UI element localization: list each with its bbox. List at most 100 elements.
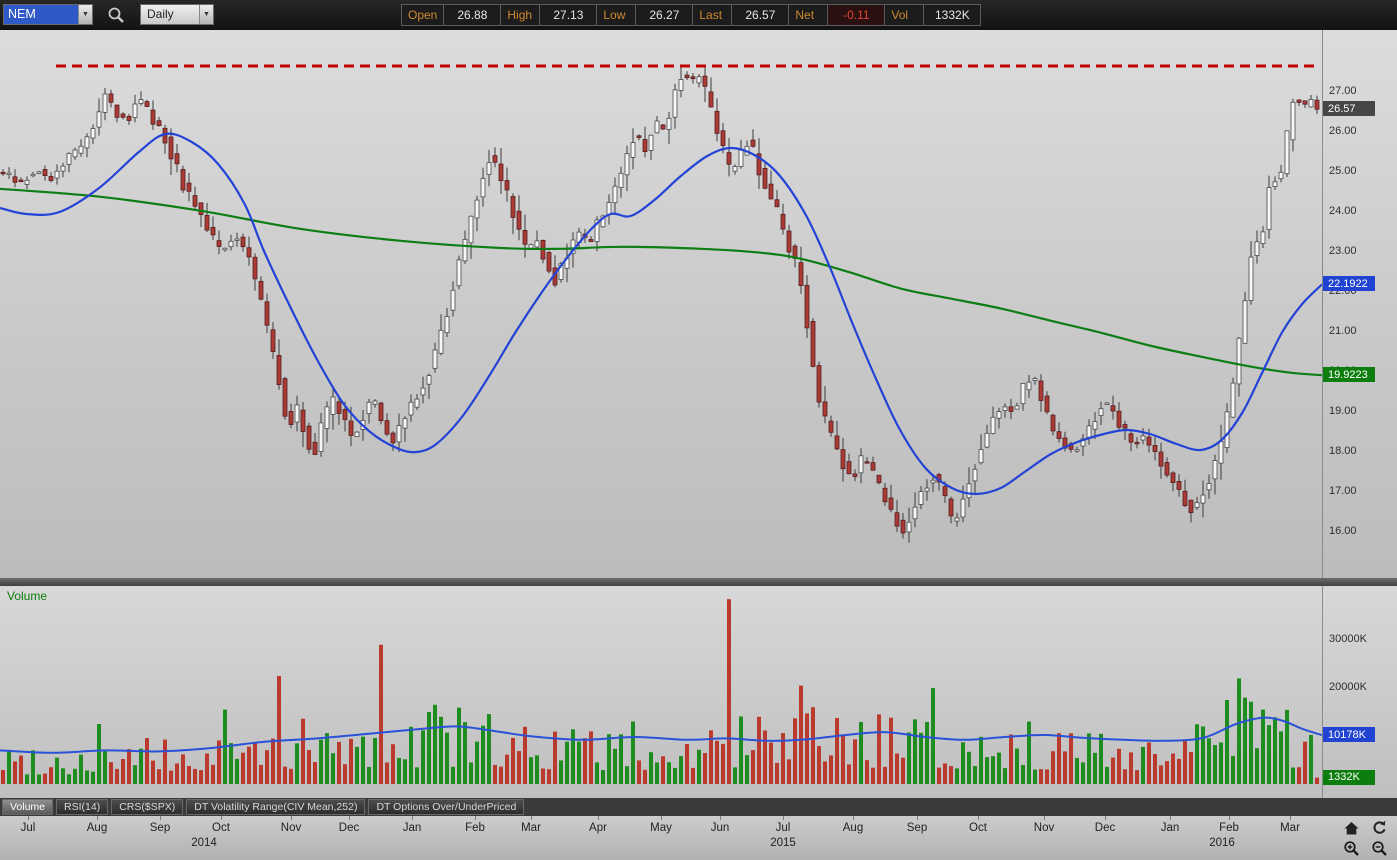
month-tick <box>853 816 854 820</box>
net-value: -0.11 <box>827 4 886 26</box>
month-label-mar: Mar <box>1280 822 1300 834</box>
timeframe-value: Daily <box>147 7 174 21</box>
month-tick <box>661 816 662 820</box>
vol-value: 1332K <box>923 4 982 26</box>
month-tick <box>412 816 413 820</box>
vol-label: Vol <box>884 4 925 26</box>
month-label-may: May <box>650 822 672 834</box>
symbol-dropdown-arrow-icon[interactable]: ▼ <box>78 5 92 24</box>
month-label-oct: Oct <box>969 822 987 834</box>
price-chart[interactable] <box>0 30 1322 578</box>
price-tick-19.00: 19.00 <box>1329 405 1357 417</box>
month-label-mar: Mar <box>521 822 541 834</box>
price-tick-23.00: 23.00 <box>1329 245 1357 257</box>
volume-tick-30000K: 30000K <box>1329 633 1367 645</box>
price-tag-22.1922: 22.1922 <box>1323 276 1375 292</box>
month-tick <box>221 816 222 820</box>
home-icon[interactable] <box>1343 820 1360 837</box>
open-value: 26.88 <box>443 4 502 26</box>
month-label-jul: Jul <box>20 822 36 834</box>
tab-dt-volatility-range-civ-mean-252[interactable]: DT Volatility Range(CIV Mean,252) <box>186 799 366 815</box>
zoom-out-icon[interactable] <box>1371 840 1388 857</box>
volume-pane[interactable]: Volume 30000K 20000K 10178K 1332K <box>0 586 1397 798</box>
price-tick-16.00: 16.00 <box>1329 525 1357 537</box>
month-label-sep: Sep <box>906 822 928 834</box>
price-axis[interactable]: 27.0026.0025.0024.0023.0022.0021.0020.00… <box>1322 30 1397 578</box>
month-label-dec: Dec <box>1094 822 1116 834</box>
month-label-oct: Oct <box>212 822 230 834</box>
open-label: Open <box>401 4 445 26</box>
tab-rsi-14[interactable]: RSI(14) <box>56 799 109 815</box>
month-label-aug: Aug <box>86 822 108 834</box>
zoom-in-icon[interactable] <box>1343 840 1360 857</box>
price-tick-26.00: 26.00 <box>1329 125 1357 137</box>
tab-volume[interactable]: Volume <box>2 799 54 815</box>
undo-icon[interactable] <box>1371 820 1388 837</box>
month-tick <box>349 816 350 820</box>
volume-tick-20000K: 20000K <box>1329 681 1367 693</box>
high-label: High <box>500 4 541 26</box>
price-tick-21.00: 21.00 <box>1329 325 1357 337</box>
price-tick-18.00: 18.00 <box>1329 445 1357 457</box>
net-label: Net <box>788 4 829 26</box>
month-tick <box>28 816 29 820</box>
time-axis[interactable]: Jul Aug Sep Oct Nov Dec Jan Feb Mar Apr May Jun Jul A… <box>0 816 1397 860</box>
month-label-feb: Feb <box>1219 822 1239 834</box>
tab-crs-spx[interactable]: CRS($SPX) <box>111 799 184 815</box>
indicator-tabs-bar: Volume RSI(14) CRS($SPX) DT Volatility Rang… <box>0 798 1397 816</box>
tab-dt-options-over-underpriced[interactable]: DT Options Over/UnderPriced <box>368 799 525 815</box>
price-tick-24.00: 24.00 <box>1329 205 1357 217</box>
month-label-sep: Sep <box>149 822 171 834</box>
volume-tag-1332K: 1332K <box>1323 769 1375 785</box>
price-tick-27.00: 27.00 <box>1329 85 1357 97</box>
month-tick <box>1105 816 1106 820</box>
timeframe-dropdown-arrow-icon[interactable]: ▼ <box>199 5 213 24</box>
volume-tag-10178K: 10178K <box>1323 727 1375 743</box>
search-icon[interactable] <box>106 5 126 25</box>
year-label-2014: 2014 <box>191 837 217 849</box>
timeframe-combo[interactable]: Daily ▼ <box>140 4 214 25</box>
high-value: 27.13 <box>539 4 598 26</box>
month-label-jan: Jan <box>1160 822 1180 834</box>
quote-strip: Open 26.88 High 27.13 Low 26.27 Last 26.… <box>401 4 982 26</box>
month-tick <box>978 816 979 820</box>
month-tick <box>97 816 98 820</box>
month-tick <box>1044 816 1045 820</box>
price-tag-26.57: 26.57 <box>1323 101 1375 117</box>
symbol-combo[interactable]: NEM ▼ <box>3 4 93 25</box>
month-tick <box>1170 816 1171 820</box>
chart-nav-icons <box>1343 820 1391 857</box>
pane-separator[interactable] <box>0 578 1397 586</box>
month-tick <box>598 816 599 820</box>
month-tick <box>531 816 532 820</box>
volume-pane-label: Volume <box>7 589 48 603</box>
month-tick <box>475 816 476 820</box>
month-tick <box>917 816 918 820</box>
year-label-2015: 2015 <box>770 837 796 849</box>
month-label-jul: Jul <box>775 822 791 834</box>
month-tick <box>291 816 292 820</box>
symbol-input[interactable]: NEM <box>4 5 78 24</box>
month-tick <box>783 816 784 820</box>
volume-axis[interactable]: 30000K 20000K 10178K 1332K <box>1322 586 1397 798</box>
price-tick-17.00: 17.00 <box>1329 485 1357 497</box>
toolbar: NEM ▼ Daily ▼ Open 26.88 High 27.13 Low … <box>0 0 1397 30</box>
price-tick-25.00: 25.00 <box>1329 165 1357 177</box>
month-label-dec: Dec <box>338 822 360 834</box>
month-label-aug: Aug <box>842 822 864 834</box>
month-label-apr: Apr <box>589 822 607 834</box>
low-label: Low <box>596 4 637 26</box>
month-label-jun: Jun <box>710 822 730 834</box>
month-tick <box>1229 816 1230 820</box>
month-tick <box>1290 816 1291 820</box>
volume-chart[interactable] <box>0 586 1322 798</box>
year-label-2016: 2016 <box>1209 837 1235 849</box>
price-pane[interactable]: 27.0026.0025.0024.0023.0022.0021.0020.00… <box>0 30 1397 578</box>
month-label-nov: Nov <box>280 822 302 834</box>
month-label-nov: Nov <box>1033 822 1055 834</box>
last-value: 26.57 <box>731 4 790 26</box>
last-label: Last <box>692 4 733 26</box>
price-tag-19.9223: 19.9223 <box>1323 367 1375 383</box>
month-tick <box>720 816 721 820</box>
